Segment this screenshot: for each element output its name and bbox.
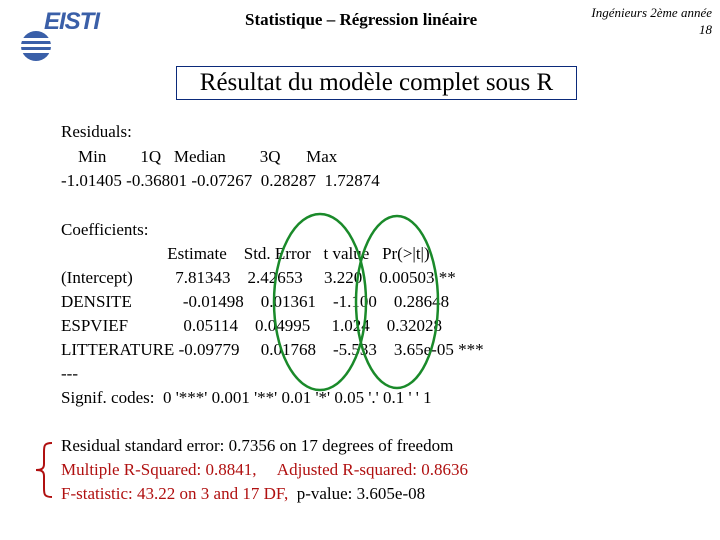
residuals-values: -1.01405 -0.36801 -0.07267 0.28287 1.728… [61, 171, 380, 190]
eisti-logo [10, 8, 102, 61]
header-title: Statistique – Régression linéaire [245, 10, 478, 29]
coefficients-row-intercept: (Intercept) 7.81343 2.42653 3.220 0.0050… [61, 268, 456, 287]
std-error-highlight-ellipse [272, 212, 368, 392]
coefficients-label: Coefficients: [61, 220, 149, 239]
f-statistic: F-statistic: 43.22 on 3 and 17 DF, [61, 484, 289, 503]
residual-standard-error: Residual standard error: 0.7356 on 17 de… [61, 436, 454, 455]
coefficients-separator: --- [61, 364, 78, 383]
course-label: Ingénieurs 2ème année [591, 5, 712, 20]
f-statistic-line: F-statistic: 43.22 on 3 and 17 DF, p-val… [61, 482, 425, 505]
signif-codes: Signif. codes: 0 '***' 0.001 '**' 0.01 '… [61, 388, 432, 407]
r-squared-line: Multiple R-Squared: 0.8841, Adjusted R-s… [61, 460, 469, 479]
slide-title: Résultat du modèle complet sous R [176, 66, 577, 100]
p-value: p-value: 3.605e-08 [288, 484, 426, 503]
t-value-highlight-ellipse [354, 214, 440, 390]
eisti-logo-icon [21, 31, 53, 61]
left-brace-icon [35, 442, 53, 498]
residuals-header: Min 1Q Median 3Q Max [61, 147, 338, 166]
coefficients-row-espvief: ESPVIEF 0.05114 0.04995 1.024 0.32028 [61, 316, 442, 335]
logo-text: EISTI [44, 8, 100, 35]
residuals-label: Residuals: [61, 122, 132, 141]
header-course-info: Ingénieurs 2ème année 18 [591, 4, 712, 38]
page-number: 18 [699, 22, 712, 37]
coefficients-row-litterature: LITTERATURE -0.09779 0.01768 -5.533 3.65… [61, 340, 484, 359]
